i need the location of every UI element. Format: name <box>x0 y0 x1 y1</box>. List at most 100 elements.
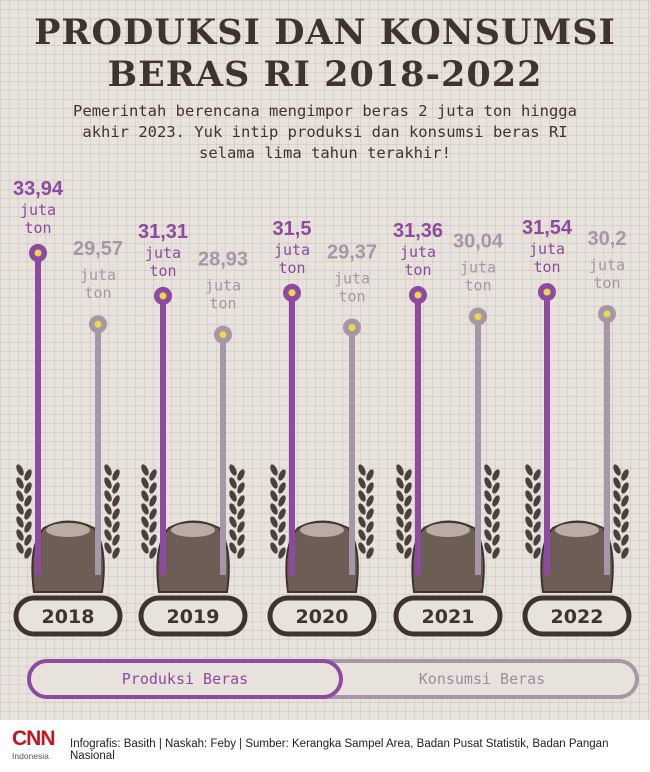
rice-stalk-grain-icon <box>358 503 366 515</box>
rice-stalk-grain-icon <box>621 482 629 494</box>
produksi-marker-dot <box>34 249 42 257</box>
footer: CNN Indonesia Infografis: Basith | Naska… <box>0 720 650 772</box>
rice-stalk-grain-icon <box>270 529 278 541</box>
rice-stalk-grain-icon <box>104 503 112 515</box>
rice-stalk-grain-icon <box>396 477 404 489</box>
rice-sack-icon <box>31 520 105 593</box>
rice-stalk-grain-icon <box>141 529 149 541</box>
rice-stalk-grain-icon <box>104 490 112 502</box>
konsumsi-value-label: 28,93 <box>198 249 248 271</box>
rice-stalk-grain-icon <box>237 482 245 494</box>
rice-stalk-grain-icon <box>533 521 541 533</box>
rice-stalk-grain-icon <box>525 503 533 515</box>
rice-stalk-grain-icon <box>141 516 149 528</box>
rice-stalk-grain-icon <box>484 477 492 489</box>
produksi-value-label: 31,36 <box>393 220 443 242</box>
konsumsi-value-label: 29,57 <box>73 238 123 260</box>
rice-sack-icon <box>156 520 230 593</box>
rice-stalk-grain-icon <box>396 529 404 541</box>
subtitle: Pemerintah berencana mengimpor beras 2 j… <box>20 101 630 164</box>
konsumsi-unit-label: juta <box>205 277 241 295</box>
rice-stalk-grain-icon <box>621 495 629 507</box>
rice-stalk-grain-icon <box>525 542 533 554</box>
produksi-unit-label: ton <box>24 219 51 237</box>
produksi-unit-label: ton <box>404 261 431 279</box>
rice-stalk-grain-icon <box>613 464 621 476</box>
year-pill <box>267 595 377 637</box>
rice-stalk-grain-icon <box>278 521 286 533</box>
rice-stalk-grain-icon <box>404 521 412 533</box>
rice-sack-icon <box>411 520 485 593</box>
rice-grains-icon <box>555 523 599 537</box>
rice-stalk-grain-icon <box>533 534 541 546</box>
rice-stalk-grain-icon <box>237 521 245 533</box>
konsumsi-unit-label: ton <box>209 295 236 313</box>
produksi-marker-dot <box>414 291 422 299</box>
produksi-marker-dot <box>288 289 296 297</box>
rice-stalk-grain-icon <box>492 469 500 481</box>
rice-stalk-grain-icon <box>16 477 24 489</box>
rice-stalk-grain-icon <box>112 482 120 494</box>
rice-stalk-grain-icon <box>24 534 32 546</box>
rice-stalk-grain-icon <box>104 464 112 476</box>
rice-stalk-grain-icon <box>278 547 286 559</box>
rice-stalk-grain-icon <box>366 482 374 494</box>
rice-stalk-grain-icon <box>358 464 366 476</box>
rice-stalk-grain-icon <box>270 503 278 515</box>
rice-stalk-grain-icon <box>237 547 245 559</box>
title-line-2: BERAS RI 2018-2022 <box>107 54 543 95</box>
rice-stalk-grain-icon <box>613 529 621 541</box>
rice-stalk-grain-icon <box>404 534 412 546</box>
year-label: 2021 <box>422 606 475 628</box>
rice-stalk-grain-icon <box>525 490 533 502</box>
year-label: 2018 <box>42 606 95 628</box>
rice-stalk-grain-icon <box>16 464 24 476</box>
rice-stalk-grain-icon <box>16 516 24 528</box>
subtitle-line-2: akhir 2023. Yuk intip produksi dan konsu… <box>82 123 568 141</box>
rice-stalk-grain-icon <box>270 490 278 502</box>
rice-stalk-grain-icon <box>278 482 286 494</box>
rice-stalk-grain-icon <box>141 503 149 515</box>
rice-stalk-grain-icon <box>112 469 120 481</box>
konsumsi-unit-label: ton <box>593 274 620 292</box>
rice-stalk-grain-icon <box>237 534 245 546</box>
rice-stalk-grain-icon <box>366 521 374 533</box>
rice-stalk-grain-icon <box>104 542 112 554</box>
produksi-unit-label: juta <box>400 243 436 261</box>
rice-stalk-grain-icon <box>358 490 366 502</box>
konsumsi-marker-dot <box>219 331 227 339</box>
rice-stalk-grain-icon <box>366 547 374 559</box>
rice-stalk-grain-icon <box>484 542 492 554</box>
rice-stalk-grain-icon <box>149 508 157 520</box>
rice-stalk-grain-icon <box>621 534 629 546</box>
rice-stalk-grain-icon <box>492 534 500 546</box>
produksi-unit-label: juta <box>529 240 565 258</box>
rice-stalk-grain-icon <box>229 503 237 515</box>
rice-stalk-grain-icon <box>404 547 412 559</box>
rice-stalk-grain-icon <box>484 529 492 541</box>
produksi-unit-label: juta <box>145 244 181 262</box>
legend-produksi: Produksi Beras <box>27 659 343 699</box>
produksi-unit-label: juta <box>20 201 56 219</box>
rice-stalk-grain-icon <box>24 521 32 533</box>
rice-stalk-grain-icon <box>621 508 629 520</box>
rice-grains-icon <box>46 523 90 537</box>
produksi-value-label: 31,5 <box>273 218 312 240</box>
rice-stalk-grain-icon <box>358 529 366 541</box>
year-label: 2022 <box>551 606 604 628</box>
cnn-logo-sub: Indonesia <box>12 751 49 761</box>
legend: Produksi Beras Konsumsi Beras <box>27 659 639 699</box>
rice-stalk-grain-icon <box>404 495 412 507</box>
produksi-value-label: 33,94 <box>13 178 64 200</box>
rice-stalk-grain-icon <box>613 542 621 554</box>
produksi-unit-label: ton <box>278 259 305 277</box>
produksi-unit-label: juta <box>274 241 310 259</box>
title-line-1: PRODUKSI DAN KONSUMSI <box>34 12 616 53</box>
rice-stalk-grain-icon <box>24 482 32 494</box>
rice-stalk-grain-icon <box>270 464 278 476</box>
rice-stalk-grain-icon <box>149 495 157 507</box>
konsumsi-unit-label: juta <box>460 259 496 277</box>
